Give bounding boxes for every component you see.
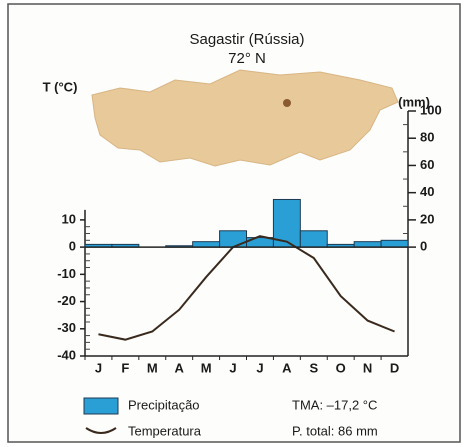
legend-swatch <box>83 397 119 415</box>
x-tick-label: J <box>256 360 263 375</box>
y-tick-label: -40 <box>57 347 76 362</box>
y-tick-label: 0 <box>69 239 76 254</box>
y2-tick-label: 100 <box>420 102 442 117</box>
y2-tick-label: 0 <box>420 239 427 254</box>
x-tick-label: J <box>95 360 102 375</box>
legend-line <box>85 427 117 434</box>
x-tick-label: A <box>175 360 185 375</box>
bar <box>380 239 409 248</box>
legend-label: Temperatura <box>128 423 202 438</box>
x-tick-label: N <box>363 360 372 375</box>
y2-tick-label: 60 <box>420 157 434 172</box>
x-tick-label: S <box>309 360 318 375</box>
x-tick-label: D <box>390 360 399 375</box>
y-tick-label: -10 <box>57 266 76 281</box>
x-tick-label: F <box>121 360 129 375</box>
bar <box>219 230 247 248</box>
annotation: P. total: 86 mm <box>292 423 378 438</box>
x-tick-label: J <box>229 360 236 375</box>
y2-tick-label: 20 <box>420 211 434 226</box>
bar <box>353 241 382 248</box>
temperature-line <box>98 235 395 341</box>
bar <box>192 241 221 248</box>
y2-tick-label: 40 <box>420 184 434 199</box>
x-tick-label: O <box>336 360 346 375</box>
x-tick-label: M <box>147 360 158 375</box>
y-axis-label: T (°C) <box>43 79 78 94</box>
y2-tick-label: 80 <box>420 130 434 145</box>
x-tick-label: M <box>201 360 212 375</box>
legend-label: Precipitação <box>128 397 200 412</box>
x-tick-label: A <box>282 360 292 375</box>
y-tick-label: -20 <box>57 293 76 308</box>
annotation: TMA: –17,2 °C <box>292 397 377 412</box>
y2-axis-label: P (mm) <box>386 94 430 109</box>
bar <box>299 230 328 248</box>
y-tick-label: -30 <box>57 320 76 335</box>
y-tick-label: 10 <box>62 211 76 226</box>
chart-title: Sagastir (Rússia) <box>189 31 304 48</box>
location-dot <box>283 99 291 107</box>
map <box>91 69 399 167</box>
chart-subtitle: 72° N <box>228 50 266 67</box>
